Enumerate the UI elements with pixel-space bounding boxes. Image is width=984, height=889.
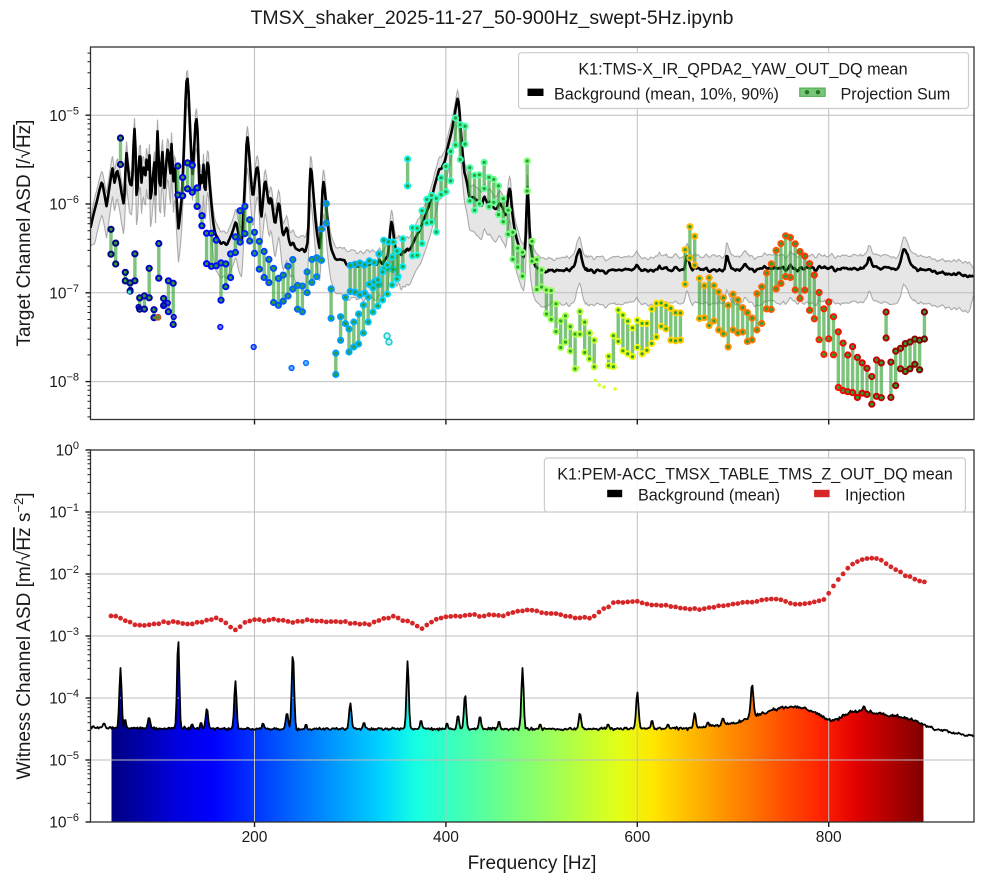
svg-text:200: 200 <box>242 829 268 846</box>
svg-text:400: 400 <box>433 829 459 846</box>
svg-text:K1:TMS-X_IR_QPDA2_YAW_OUT_DQ m: K1:TMS-X_IR_QPDA2_YAW_OUT_DQ mean <box>578 61 907 79</box>
svg-text:Injection: Injection <box>845 487 905 505</box>
svg-text:Background (mean): Background (mean) <box>638 487 780 505</box>
svg-text:TMSX_shaker_2025-11-27_50-900H: TMSX_shaker_2025-11-27_50-900Hz_swept-5H… <box>250 7 733 29</box>
svg-text:K1:PEM-ACC_TMSX_TABLE_TMS_Z_OU: K1:PEM-ACC_TMSX_TABLE_TMS_Z_OUT_DQ mean <box>557 466 953 484</box>
svg-text:600: 600 <box>624 829 650 846</box>
svg-text:Frequency [Hz]: Frequency [Hz] <box>468 853 597 874</box>
svg-text:Witness Channel ASD [m/√Hz s−2: Witness Channel ASD [m/√Hz s−2] <box>11 492 35 779</box>
svg-text:800: 800 <box>816 829 842 846</box>
svg-text:Background (mean, 10%, 90%): Background (mean, 10%, 90%) <box>554 86 779 104</box>
svg-text:Target Channel ASD [/√Hz]: Target Channel ASD [/√Hz] <box>14 120 35 347</box>
svg-text:Projection Sum: Projection Sum <box>841 86 951 104</box>
